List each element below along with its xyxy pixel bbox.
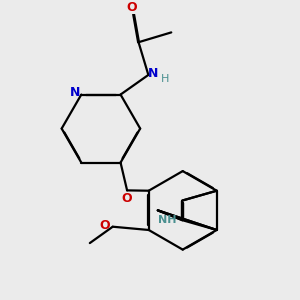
- Text: O: O: [99, 219, 110, 232]
- Text: N: N: [148, 67, 158, 80]
- Text: NH: NH: [158, 215, 177, 225]
- Text: O: O: [122, 192, 132, 205]
- Text: N: N: [70, 86, 80, 99]
- Text: O: O: [127, 1, 137, 14]
- Text: H: H: [161, 74, 170, 84]
